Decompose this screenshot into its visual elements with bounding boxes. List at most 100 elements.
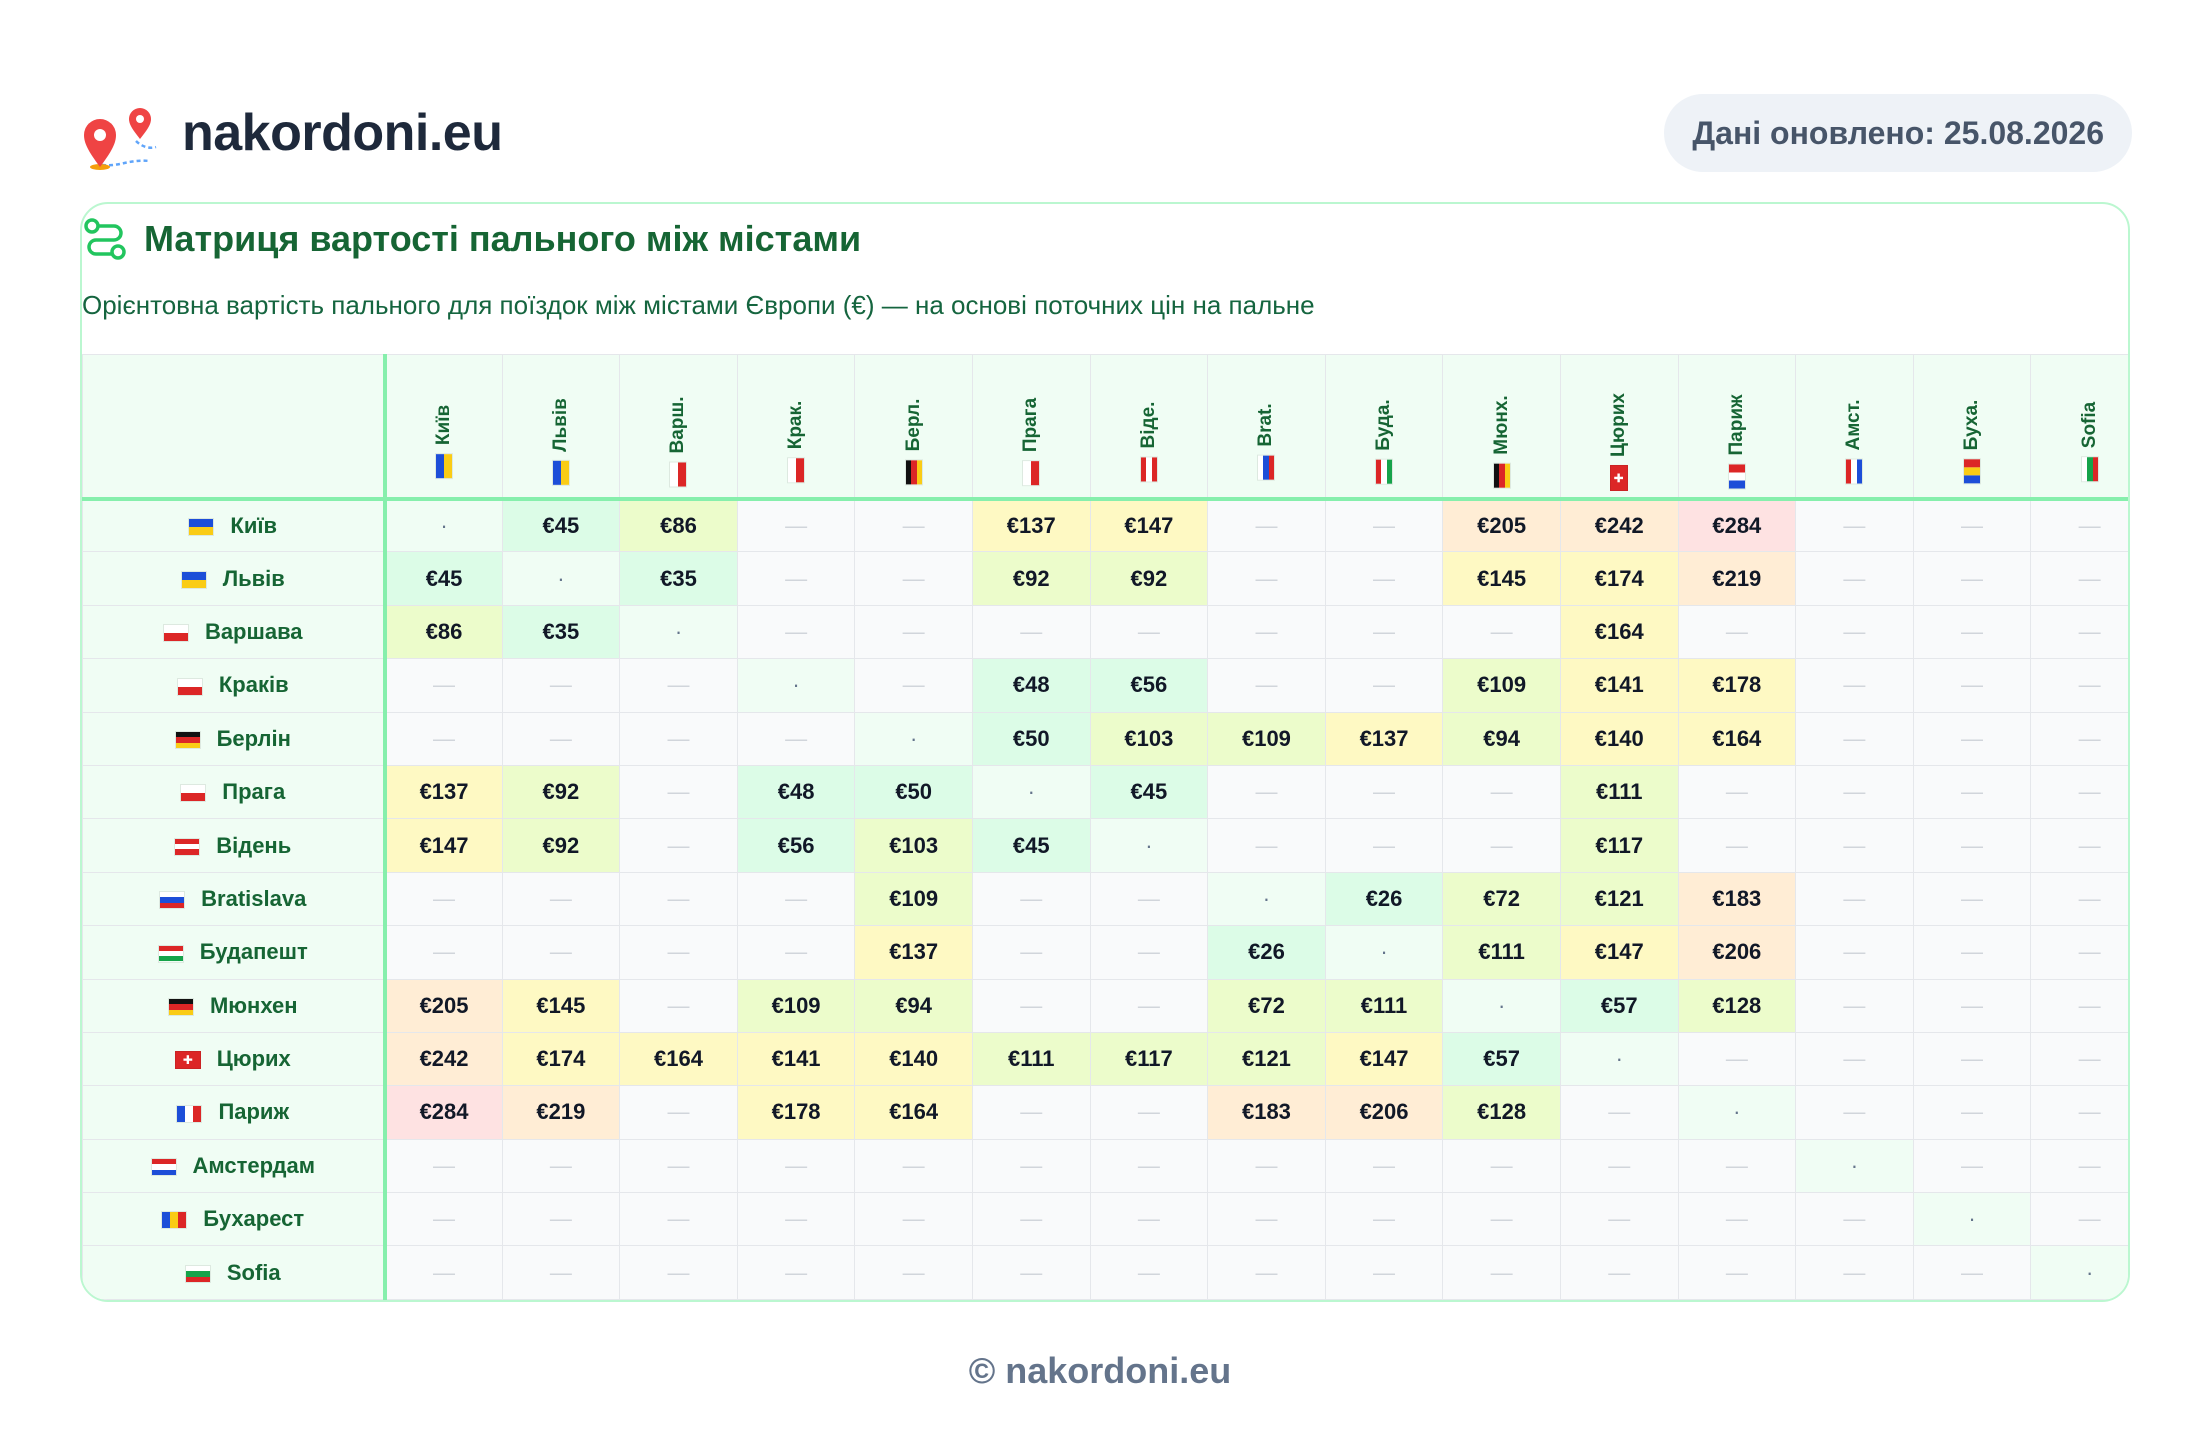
row-header-label: Bratislava — [201, 885, 307, 911]
matrix-cell: €137 — [971, 497, 1091, 553]
flag-ro-icon — [161, 1211, 188, 1230]
column-header: Амст. — [1795, 354, 1914, 501]
brand[interactable]: nakordoni.eu — [80, 93, 503, 173]
matrix-cell: — — [1677, 764, 1797, 820]
matrix-cell: — — [501, 1138, 621, 1194]
matrix-cell: — — [1324, 604, 1444, 660]
matrix-cell: — — [384, 1138, 503, 1194]
matrix-cell: €121 — [1559, 871, 1679, 927]
matrix-cell: — — [2030, 764, 2128, 820]
matrix-cell: — — [736, 1192, 856, 1247]
matrix-cell: €109 — [854, 871, 973, 927]
matrix-cell: — — [854, 497, 973, 553]
matrix-cell: — — [1559, 1138, 1679, 1194]
matrix-cell: €111 — [1559, 764, 1679, 820]
matrix-cell: · — [501, 551, 621, 606]
matrix-cell: — — [2030, 711, 2128, 766]
flag-ua-icon — [180, 570, 207, 589]
matrix-cell: — — [1089, 1138, 1209, 1194]
matrix-cell: €45 — [501, 497, 621, 553]
matrix-cell: €147 — [1324, 1031, 1444, 1087]
matrix-cell: — — [1677, 1031, 1797, 1087]
matrix-row: Мюнхен €205 €145— €109 €94— — €72 €111 · €57 €128—… — [82, 978, 2128, 1033]
matrix-cell: — — [384, 1192, 503, 1247]
row-header: Львів — [82, 551, 387, 606]
flag-fr-icon — [1727, 462, 1746, 489]
matrix-cell: · — [854, 711, 973, 766]
row-header-label: Київ — [230, 512, 278, 538]
matrix-cell: — — [2030, 871, 2128, 927]
matrix-cell: €92 — [501, 764, 621, 820]
footer-copyright: © nakordoni.eu — [968, 1350, 1232, 1391]
matrix-cell: — — [1795, 497, 1914, 553]
flag-ua-icon — [551, 459, 570, 486]
matrix-cell: — — [1912, 978, 2032, 1033]
matrix-cell: — — [619, 978, 738, 1033]
column-header-label: Берл. — [902, 398, 924, 451]
matrix-cell: €137 — [854, 925, 973, 980]
matrix-row: Цюрих €242€174€164€141€140€111€117€121€14… — [82, 1031, 2128, 1087]
matrix-cell: — — [501, 658, 621, 713]
flag-hu-icon — [157, 944, 184, 963]
row-header: Краків — [82, 658, 387, 713]
row-header: Амстердам — [82, 1138, 387, 1194]
matrix-cell: — — [1207, 818, 1326, 873]
matrix-cell: €103 — [1089, 711, 1209, 766]
matrix-cell: — — [854, 551, 973, 606]
matrix-cell: — — [1795, 978, 1914, 1033]
flag-cz-icon — [1022, 459, 1041, 486]
matrix-cell: — — [1677, 1138, 1797, 1194]
matrix-cell: €205 — [1442, 497, 1561, 553]
matrix-cell: — — [1324, 1192, 1444, 1247]
matrix-row: Львів €45 · €35— — €92 €92— — €145 €174 €219— — — — [82, 551, 2128, 606]
brand-name: nakordoni.eu — [182, 104, 503, 162]
matrix-row: Bratislava — — — — €109— — · €26 €72 €121 €183— — — — [82, 871, 2128, 927]
matrix-cell: — — [1089, 1245, 1209, 1300]
matrix-row: Краків — — — · — €48 €56— — €109 €141 €178— — — — [82, 658, 2128, 713]
flag-sk-icon — [159, 891, 186, 910]
flag-nl-icon — [150, 1158, 177, 1177]
matrix-cell: €174 — [1559, 551, 1679, 606]
matrix-cell: — — [971, 1192, 1091, 1247]
matrix-cell: — — [619, 1085, 738, 1140]
matrix-cell: — — [736, 925, 856, 980]
matrix-cell: — — [971, 1245, 1091, 1300]
matrix-cell: — — [1795, 1085, 1914, 1140]
column-header: Sofia — [2030, 354, 2128, 501]
matrix-cell: €219 — [1677, 551, 1797, 606]
matrix-cell: — — [384, 658, 503, 713]
matrix-cell: — — [736, 497, 856, 553]
column-header: Прага — [971, 354, 1091, 501]
matrix-row: Париж €284 €219— €178 €164— — €183 €206 €128— · — —… — [82, 1085, 2128, 1140]
matrix-cell: · — [736, 658, 856, 713]
matrix-cell: €206 — [1324, 1085, 1444, 1140]
matrix-cell: — — [1795, 1031, 1914, 1087]
flag-at-icon — [174, 837, 201, 856]
matrix-cell: — — [1912, 711, 2032, 766]
row-header-label: Будапешт — [199, 939, 308, 965]
matrix-cell: €111 — [1324, 978, 1444, 1033]
matrix-cell: €183 — [1677, 871, 1797, 927]
matrix-cell: €57 — [1442, 1031, 1561, 1087]
matrix-cell: · — [1559, 1031, 1679, 1087]
card-subtitle: Орієнтовна вартість пального для поїздок… — [82, 290, 1315, 320]
flag-bg-icon — [2080, 455, 2099, 482]
matrix-cell: €94 — [854, 978, 973, 1033]
column-header-label-wrap: Sofia — [2079, 401, 2101, 482]
fuel-matrix-card: Матриця вартості пального між містами Ор… — [80, 202, 2130, 1302]
matrix-cell: — — [1795, 658, 1914, 713]
matrix-cell: €72 — [1442, 871, 1561, 927]
matrix-cell: — — [1677, 604, 1797, 660]
matrix-cell: — — [1912, 497, 2032, 553]
matrix-cell: — — [736, 1245, 856, 1300]
matrix-cell: €92 — [1089, 551, 1209, 606]
column-header-label-wrap: Варш. — [667, 396, 689, 488]
column-header-label-wrap: Цюрих — [1608, 393, 1630, 491]
row-header-label: Мюнхен — [209, 992, 298, 1018]
matrix-cell: €141 — [736, 1031, 856, 1087]
flag-at-icon — [1139, 455, 1158, 482]
matrix-cell: €117 — [1559, 818, 1679, 873]
matrix-cell: · — [384, 497, 503, 553]
matrix-cell: — — [501, 1192, 621, 1247]
matrix-cell: — — [854, 604, 973, 660]
